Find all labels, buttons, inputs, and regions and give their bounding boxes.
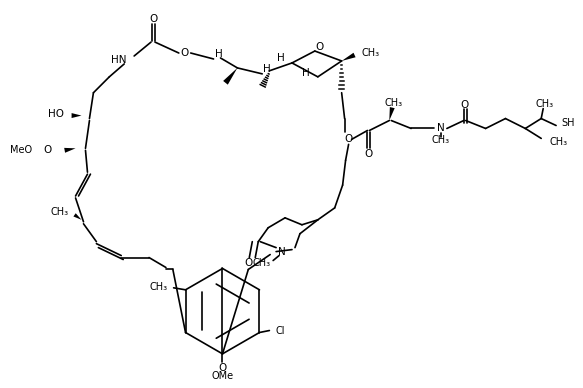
- Text: HO: HO: [48, 109, 64, 119]
- Text: O: O: [244, 258, 252, 268]
- Polygon shape: [72, 113, 82, 118]
- Text: O: O: [345, 134, 353, 144]
- Text: CH₃: CH₃: [535, 99, 553, 109]
- Text: H: H: [278, 53, 285, 63]
- Text: CH₃: CH₃: [149, 282, 168, 292]
- Text: OMe: OMe: [212, 371, 234, 381]
- Text: N: N: [278, 247, 286, 256]
- Polygon shape: [73, 213, 82, 220]
- Text: CH₃: CH₃: [361, 48, 380, 58]
- Polygon shape: [389, 107, 395, 121]
- Polygon shape: [64, 148, 76, 153]
- Text: H: H: [302, 68, 310, 78]
- Text: O: O: [364, 149, 373, 159]
- Text: CH₃: CH₃: [549, 137, 567, 147]
- Text: N: N: [437, 123, 445, 133]
- Text: CH₃: CH₃: [384, 98, 402, 107]
- Text: H: H: [264, 64, 271, 74]
- Text: CH₃: CH₃: [252, 258, 270, 267]
- Text: O: O: [150, 14, 158, 24]
- Text: H: H: [215, 49, 222, 59]
- Text: MeO: MeO: [10, 146, 32, 155]
- Text: CH₃: CH₃: [51, 207, 69, 217]
- Text: SH: SH: [561, 118, 575, 128]
- Text: O: O: [219, 363, 227, 373]
- Polygon shape: [342, 53, 356, 61]
- Text: O: O: [181, 48, 189, 58]
- Text: HN: HN: [111, 55, 126, 65]
- Text: O: O: [44, 146, 52, 155]
- Text: Cl: Cl: [275, 326, 285, 336]
- Polygon shape: [223, 68, 237, 85]
- Text: O: O: [315, 42, 324, 52]
- Text: CH₃: CH₃: [432, 135, 450, 146]
- Text: O: O: [461, 100, 469, 110]
